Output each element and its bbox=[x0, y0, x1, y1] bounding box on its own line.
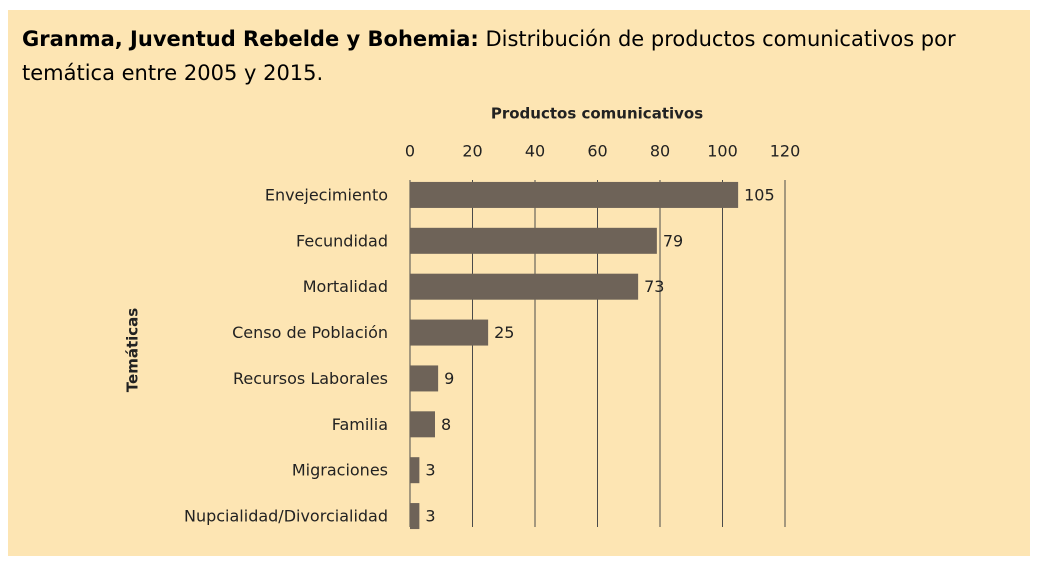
subtitle: Distribución de productos comunicativos … bbox=[22, 27, 956, 85]
x-tick-label: 0 bbox=[405, 142, 415, 161]
x-tick-label: 120 bbox=[770, 142, 801, 161]
x-tick-label: 100 bbox=[707, 142, 738, 161]
y-tick-label: Nupcialidad/Divorcialidad bbox=[184, 507, 388, 526]
data-label: 105 bbox=[744, 185, 775, 204]
title-bold: Granma, Juventud Rebelde y Bohemia: bbox=[22, 27, 479, 51]
bar bbox=[410, 503, 420, 530]
y-tick-label: Mortalidad bbox=[303, 277, 388, 296]
bar bbox=[410, 181, 739, 208]
bar bbox=[410, 457, 420, 484]
y-tick-label: Envejecimiento bbox=[265, 185, 388, 204]
data-label: 3 bbox=[425, 461, 435, 480]
x-tick-label: 40 bbox=[525, 142, 545, 161]
y-tick-label: Recursos Laborales bbox=[233, 369, 388, 388]
y-tick-label: Censo de Población bbox=[232, 323, 388, 342]
bar bbox=[410, 227, 657, 254]
bar bbox=[410, 411, 435, 438]
data-label: 25 bbox=[494, 323, 514, 342]
x-tick-label: 60 bbox=[587, 142, 607, 161]
x-tick-label: 80 bbox=[650, 142, 670, 161]
x-axis-label: Productos comunicativos bbox=[491, 105, 703, 123]
y-axis-label: Temáticas bbox=[124, 308, 142, 392]
y-tick-label: Migraciones bbox=[292, 461, 388, 480]
data-label: 73 bbox=[644, 277, 664, 296]
x-tick-label: 20 bbox=[462, 142, 482, 161]
bar bbox=[410, 365, 439, 392]
data-label: 9 bbox=[444, 369, 454, 388]
y-tick-label: Fecundidad bbox=[296, 231, 388, 250]
data-label: 79 bbox=[663, 231, 683, 250]
data-label: 8 bbox=[441, 415, 451, 434]
bar bbox=[410, 319, 489, 346]
bar bbox=[410, 273, 639, 300]
data-label: 3 bbox=[425, 507, 435, 526]
chart-title: Granma, Juventud Rebelde y Bohemia: Dist… bbox=[22, 22, 1027, 90]
y-tick-label: Familia bbox=[332, 415, 388, 434]
